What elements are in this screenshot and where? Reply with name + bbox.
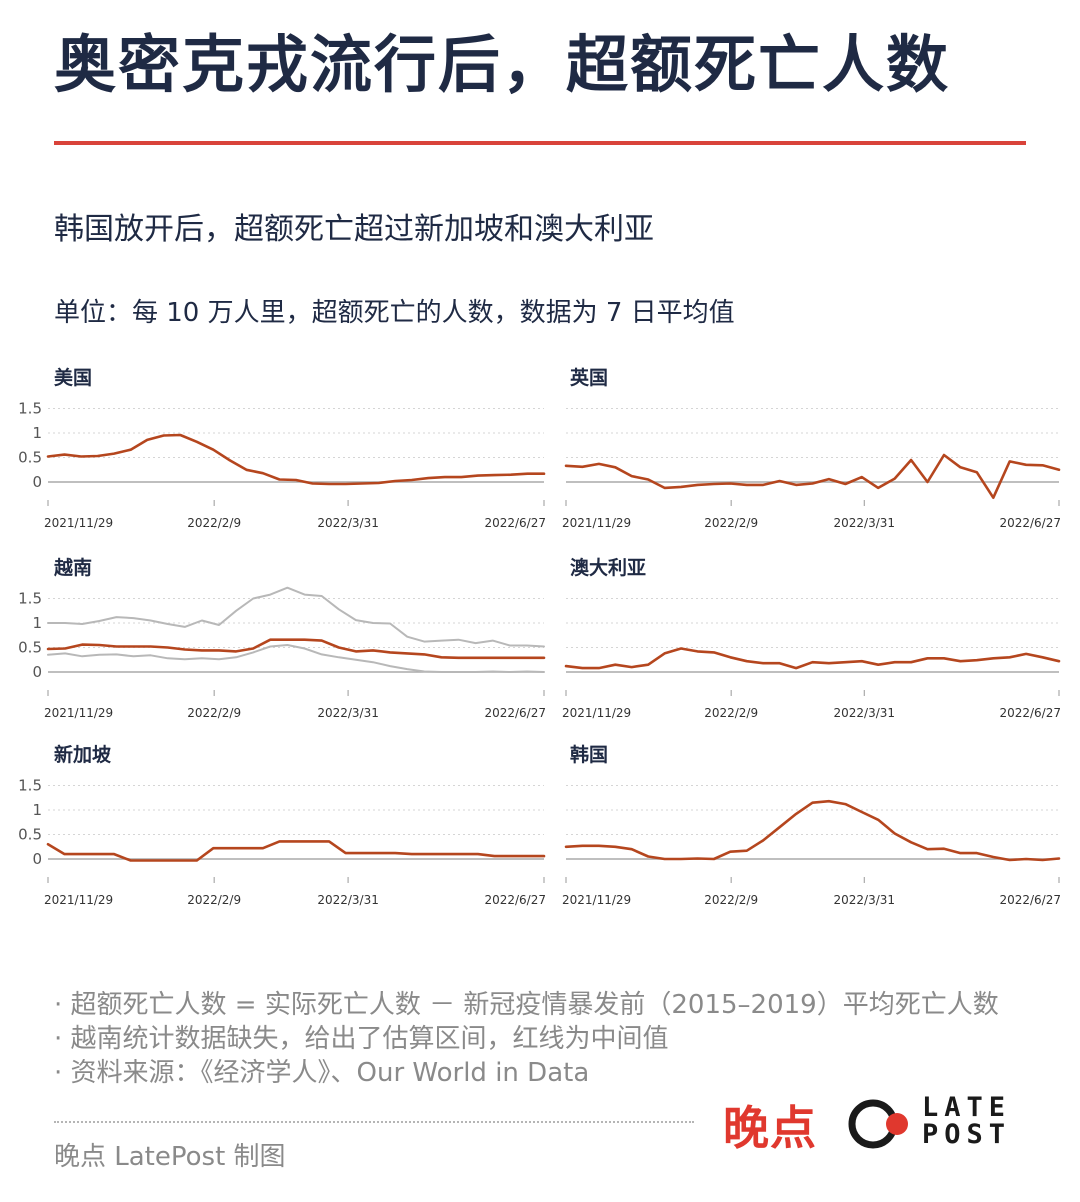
x-tick-label: 2022/6/27 — [999, 706, 1061, 720]
x-tick-label: 2022/3/31 — [833, 893, 895, 907]
series-line — [46, 840, 546, 862]
x-tick-label: 2022/6/27 — [999, 893, 1061, 907]
chart-title-2: 越南 — [53, 556, 92, 579]
y-tick-label: 0.5 — [18, 639, 42, 657]
footnotes: · 超额死亡人数 = 实际死亡人数 － 新冠疫情暴发前（2015–2019）平均… — [54, 988, 999, 1090]
chart-title-1: 英国 — [570, 366, 608, 389]
y-tick-label: 1 — [32, 801, 42, 819]
chart-svg-2: 越南 1.5 1 0.5 0 2021/11/29 2022/2/9 2022/3/31 202… — [18, 556, 546, 720]
brand-logo-english: LATE POST — [922, 1094, 1011, 1148]
x-tick-label: 2022/6/27 — [999, 516, 1061, 530]
chart-svg-3: 澳大利亚 2021/11/29 2022/2/9 2022/3/31 2022/6/27 — [562, 556, 1061, 720]
footnote-vietnam: · 越南统计数据缺失，给出了估算区间，红线为中间值 — [54, 1024, 669, 1054]
series-line — [46, 433, 546, 486]
series-line — [564, 647, 1061, 670]
credit-divider — [54, 1121, 694, 1123]
subtitle: 韩国放开后，超额死亡超过新加坡和澳大利亚 — [54, 212, 654, 247]
x-tick-label: 2021/11/29 — [44, 516, 113, 530]
brand-logo-chinese: 晚点 — [723, 1101, 817, 1155]
chart-title-5: 韩国 — [570, 743, 608, 766]
x-tick-label: 2022/6/27 — [484, 706, 546, 720]
brand-logo-line1: LATE — [922, 1092, 1012, 1123]
chart-panel-1: 英国 2021/11/29 2022/2/9 2022/3/31 2022/6/27 — [0, 360, 1080, 535]
footnote-source: · 资料来源：《经济学人》、Our World in Data — [54, 1058, 590, 1088]
chart-svg-1: 英国 2021/11/29 2022/2/9 2022/3/31 2022/6/27 — [562, 366, 1061, 530]
y-tick-label: 0 — [32, 850, 42, 868]
series-range-lower — [47, 644, 545, 673]
y-tick-label: 1.5 — [18, 400, 42, 418]
y-tick-label: 0 — [32, 663, 42, 681]
x-tick-label: 2022/2/9 — [187, 893, 241, 907]
credit-text: 晚点 LatePost 制图 — [54, 1142, 286, 1172]
series-line — [46, 638, 546, 660]
x-tick-label: 2022/2/9 — [704, 893, 758, 907]
x-tick-label: 2022/3/31 — [833, 706, 895, 720]
x-tick-label: 2021/11/29 — [562, 516, 631, 530]
page-title: 奥密克戎流行后，超额死亡人数 — [54, 28, 951, 101]
x-tick-label: 2021/11/29 — [562, 893, 631, 907]
series-line — [564, 453, 1061, 499]
x-tick-label: 2021/11/29 — [44, 706, 113, 720]
chart-svg-4: 新加坡 1.5 1 0.5 0 2021/11/29 2022/2/9 2022/3/31 20… — [18, 743, 546, 907]
chart-title-0: 美国 — [54, 366, 92, 389]
brand-logo-mark — [848, 1099, 908, 1149]
chart-svg-0: 美国 1.5 1 0.5 0 2021/11/29 2022/2/9 2022/3/31 202… — [18, 366, 546, 530]
chart-title-3: 澳大利亚 — [570, 556, 646, 579]
chart-panel-0: 美国 1.5 1 0.5 0 2021/11/29 2022/2/9 2022/3/31 202… — [0, 360, 1080, 535]
x-tick-label: 2022/3/31 — [317, 516, 379, 530]
x-tick-label: 2022/2/9 — [704, 516, 758, 530]
x-tick-label: 2022/6/27 — [484, 893, 546, 907]
chart-svg-5: 韩国 2021/11/29 2022/2/9 2022/3/31 2022/6/27 — [562, 743, 1061, 907]
x-tick-label: 2022/3/31 — [317, 893, 379, 907]
brand-logo-line2: POST — [922, 1119, 1012, 1150]
footnote-definition: · 超额死亡人数 = 实际死亡人数 － 新冠疫情暴发前（2015–2019）平均… — [54, 990, 999, 1020]
y-tick-label: 1.5 — [18, 777, 42, 795]
y-tick-label: 0.5 — [18, 449, 42, 467]
x-tick-label: 2021/11/29 — [44, 893, 113, 907]
y-tick-label: 1 — [32, 424, 42, 442]
y-tick-label: 1.5 — [18, 590, 42, 608]
chart-panel-3: 澳大利亚 2021/11/29 2022/2/9 2022/3/31 2022/6/27 — [0, 550, 1080, 725]
chart-panel-2: 越南 1.5 1 0.5 0 2021/11/29 2022/2/9 2022/3/31 202… — [0, 550, 1080, 725]
y-tick-label: 0 — [32, 473, 42, 491]
unit-note: 单位：每 10 万人里，超额死亡的人数，数据为 7 日平均值 — [54, 298, 735, 328]
x-tick-label: 2022/2/9 — [187, 516, 241, 530]
x-tick-label: 2021/11/29 — [562, 706, 631, 720]
y-tick-label: 1 — [32, 614, 42, 632]
x-tick-label: 2022/6/27 — [484, 516, 546, 530]
chart-title-4: 新加坡 — [54, 743, 112, 766]
title-divider — [54, 141, 1026, 145]
x-tick-label: 2022/2/9 — [704, 706, 758, 720]
chart-panel-4: 新加坡 1.5 1 0.5 0 2021/11/29 2022/2/9 2022/3/31 20… — [0, 737, 1080, 912]
x-tick-label: 2022/3/31 — [317, 706, 379, 720]
x-tick-label: 2022/2/9 — [187, 706, 241, 720]
x-tick-label: 2022/3/31 — [833, 516, 895, 530]
y-tick-label: 0.5 — [18, 826, 42, 844]
series-line — [564, 799, 1061, 862]
series-range-upper — [47, 586, 545, 648]
chart-panel-5: 韩国 2021/11/29 2022/2/9 2022/3/31 2022/6/27 — [0, 737, 1080, 912]
